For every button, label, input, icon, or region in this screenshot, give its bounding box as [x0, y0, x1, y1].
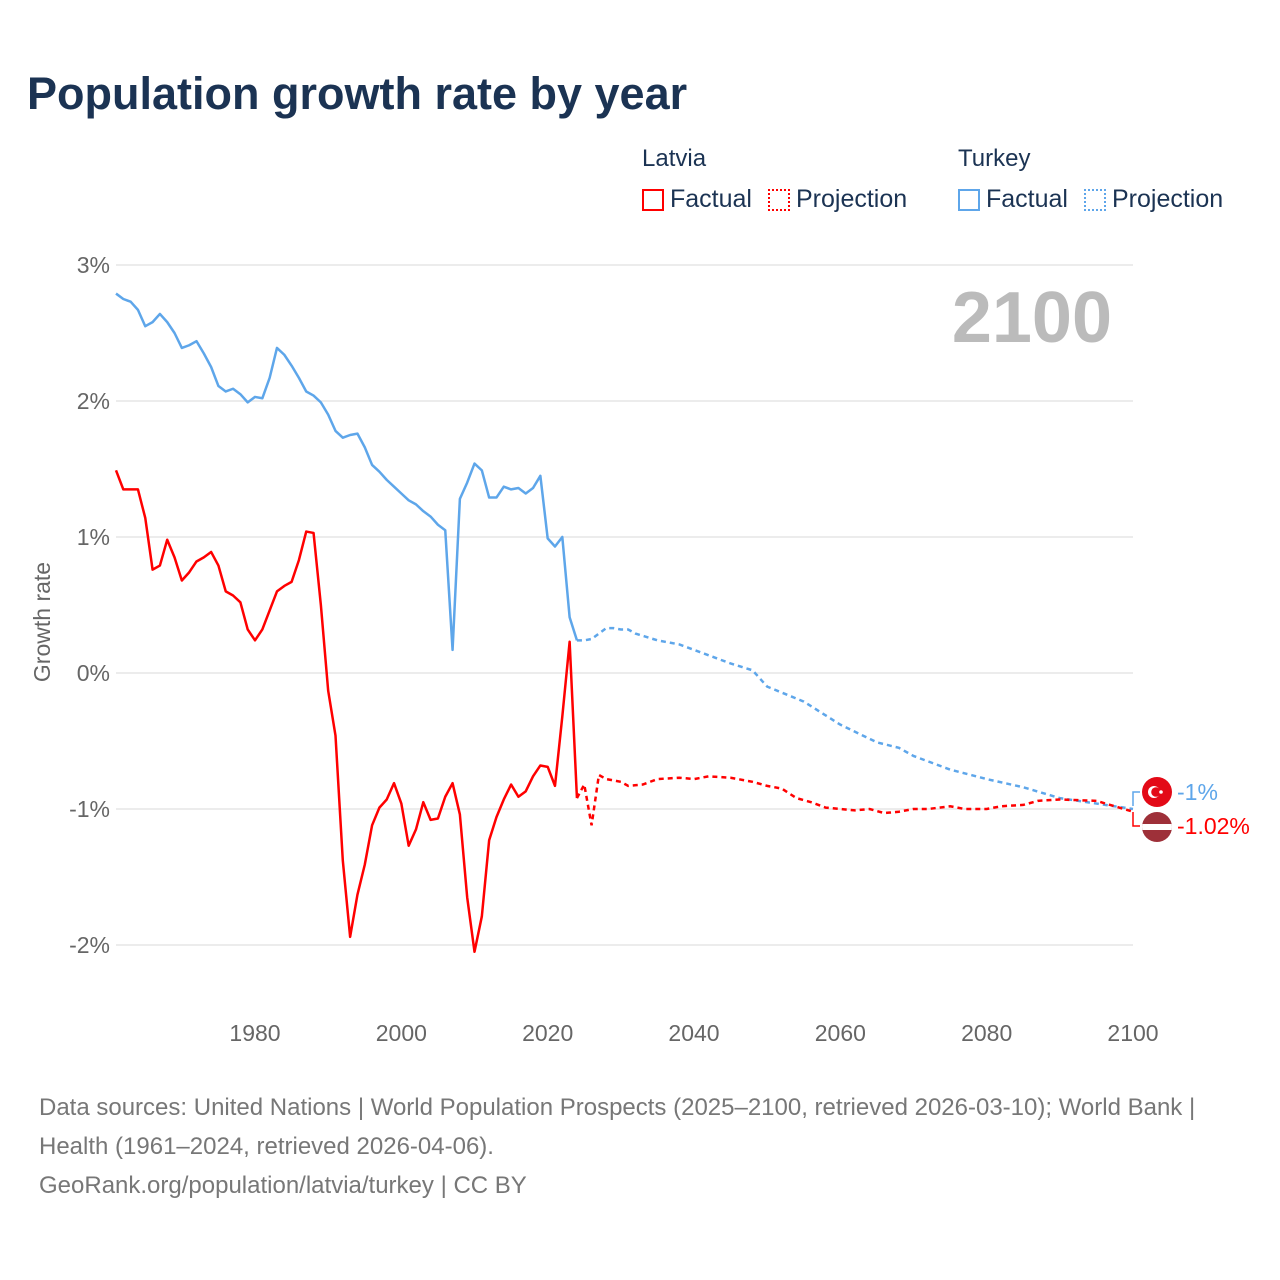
- legend-latvia: Latvia Factual Projection: [642, 145, 907, 214]
- data-sources: Data sources: United Nations | World Pop…: [39, 1094, 1196, 1160]
- latvia-projection-line: [575, 773, 1134, 826]
- legend-title-latvia: Latvia: [642, 145, 707, 172]
- x-tick-label: 2000: [376, 1020, 427, 1046]
- latvia-flag-icon: [1142, 812, 1172, 842]
- year-display: 2100: [952, 278, 1112, 358]
- y-axis-label: Growth rate: [29, 562, 55, 682]
- legend-label: Projection: [1111, 185, 1224, 213]
- y-tick-label: 1%: [77, 524, 110, 550]
- turkey-end-label: -1%: [1177, 779, 1218, 805]
- turkey-connector: [1132, 791, 1140, 806]
- turkey-flag-icon: [1142, 777, 1172, 807]
- latvia-connector: [1132, 812, 1140, 827]
- footer: Data sources: United Nations | World Pop…: [39, 1088, 1239, 1205]
- latvia-factual-line: [114, 469, 579, 954]
- x-tick-label: 1980: [229, 1020, 280, 1046]
- y-tick-label: 0%: [77, 660, 110, 686]
- dotted-swatch-icon: [1083, 188, 1106, 211]
- legend-label: Factual: [670, 185, 752, 213]
- solid-swatch-icon: [642, 188, 664, 211]
- legend-latvia-projection[interactable]: Projection: [767, 185, 908, 214]
- chart-title: Population growth rate by year: [27, 68, 688, 119]
- x-tick-label: 2080: [961, 1020, 1012, 1046]
- legend-label: Projection: [795, 185, 908, 213]
- credit-link[interactable]: GeoRank.org/population/latvia/turkey | C…: [39, 1172, 527, 1199]
- x-tick-label: 2020: [522, 1020, 573, 1046]
- x-tick-label: 2100: [1107, 1020, 1158, 1046]
- legend-label: Factual: [986, 185, 1068, 213]
- y-tick-label: -1%: [69, 796, 110, 822]
- legend-title-turkey: Turkey: [958, 145, 1031, 172]
- turkey-projection-line: [576, 626, 1134, 811]
- y-tick-label: 2%: [77, 388, 110, 414]
- legend-turkey: Turkey Factual Projection: [958, 145, 1223, 214]
- legend-latvia-factual[interactable]: Factual: [642, 185, 752, 214]
- x-tick-label: 2040: [668, 1020, 719, 1046]
- y-tick-label: -2%: [69, 932, 110, 958]
- x-tick-label: 2060: [815, 1020, 866, 1046]
- dotted-swatch-icon: [767, 188, 790, 211]
- latvia-end-label: -1.02%: [1177, 813, 1250, 839]
- turkey-factual-line: [115, 292, 579, 652]
- solid-swatch-icon: [958, 188, 980, 211]
- y-tick-label: 3%: [77, 252, 110, 278]
- legend-turkey-projection[interactable]: Projection: [1083, 185, 1224, 214]
- legend-turkey-factual[interactable]: Factual: [958, 185, 1068, 214]
